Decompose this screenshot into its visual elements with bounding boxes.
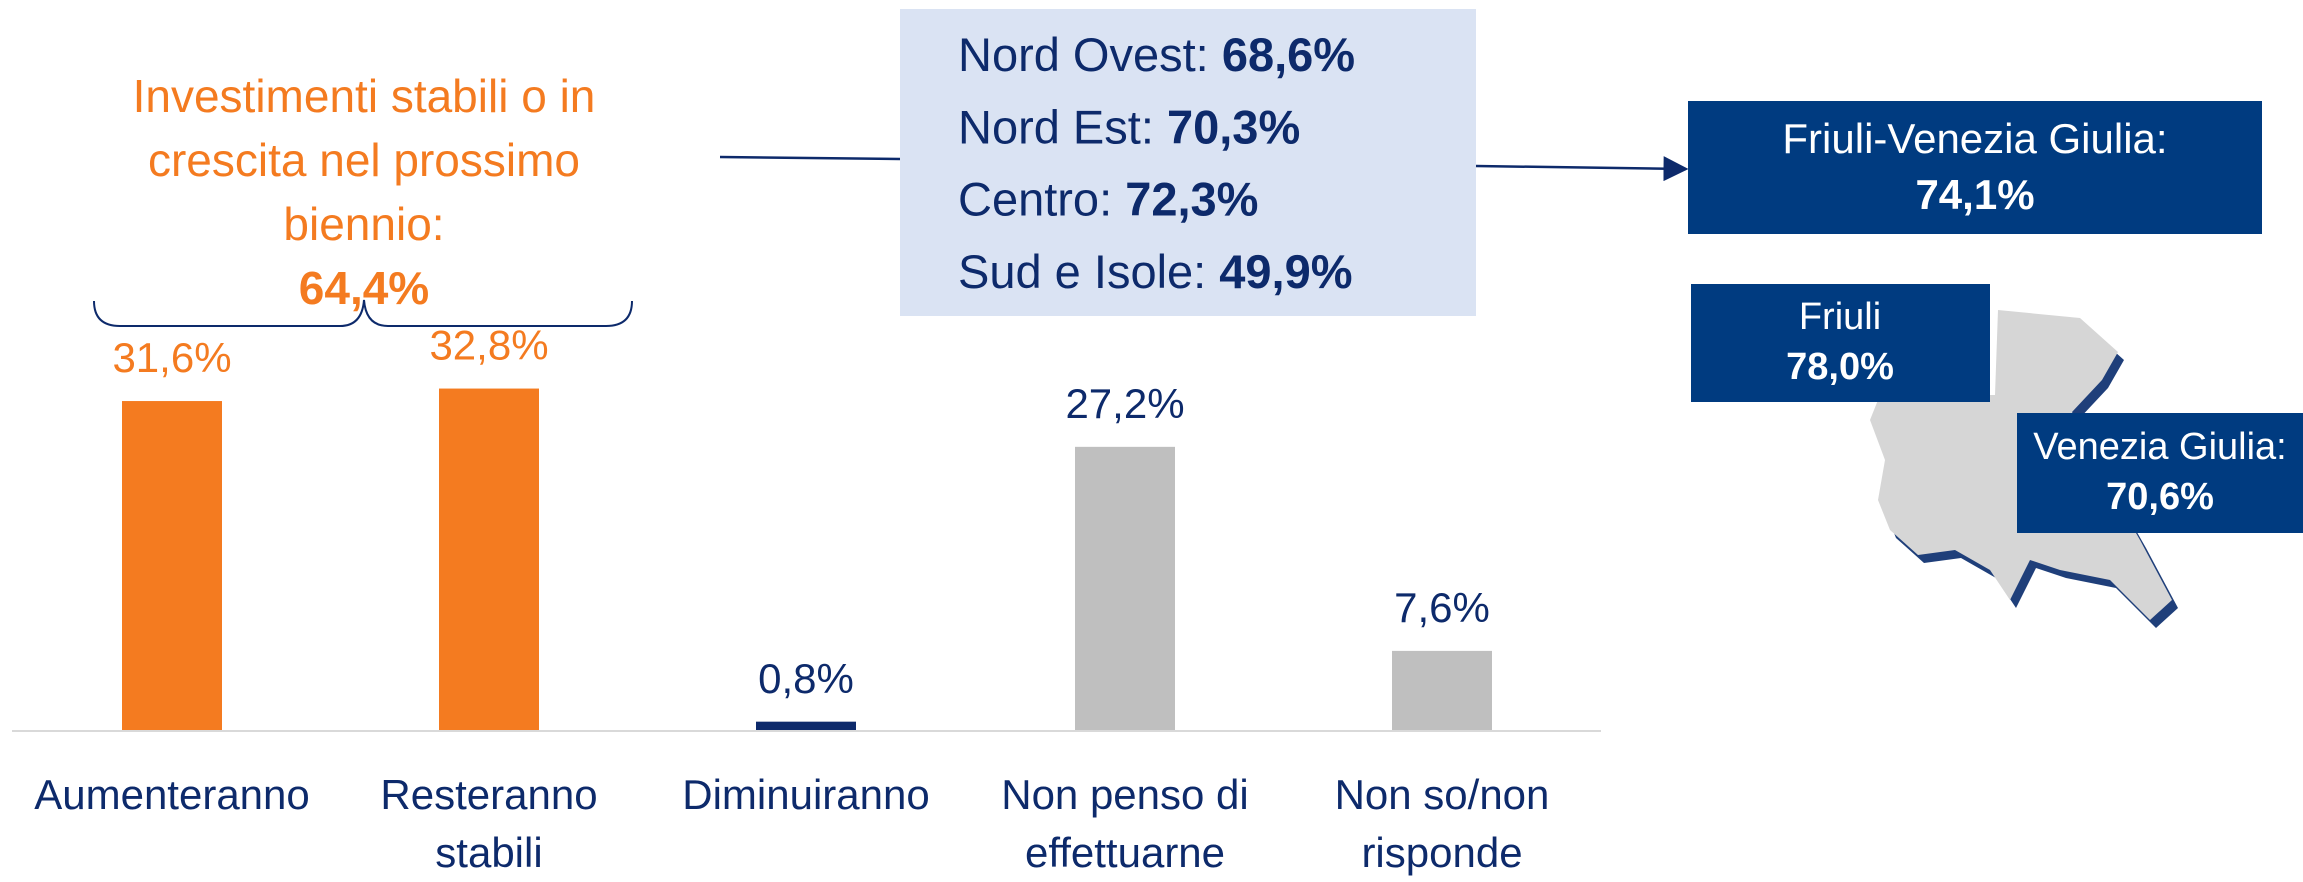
regions-box bbox=[900, 9, 1476, 316]
region-value: 68,6% bbox=[1222, 28, 1355, 81]
region-value: 49,9% bbox=[1219, 245, 1352, 298]
region: Nord Est: 70,3% bbox=[958, 101, 1300, 154]
friuli-name: Friuli bbox=[1799, 296, 1881, 338]
fvg-name: Friuli-Venezia Giulia: bbox=[1782, 115, 2167, 162]
x-tick-label: Aumenteranno bbox=[34, 771, 310, 818]
x-tick-label: Non so/non risponde bbox=[1334, 771, 1550, 876]
annotation-text: Investimenti stabili o in crescita nel p… bbox=[132, 70, 596, 250]
connector bbox=[719, 155, 901, 161]
friuli-value: 78,0% bbox=[1786, 346, 1894, 388]
region-name: Nord Ovest: bbox=[958, 28, 1209, 81]
region: Centro: 72,3% bbox=[958, 173, 1258, 226]
value-label: 27,2% bbox=[1065, 380, 1184, 427]
fvg-box bbox=[1688, 101, 2262, 234]
fvg-value: 74,1% bbox=[1915, 171, 2034, 218]
venezia_giulia-value: 70,6% bbox=[2106, 476, 2214, 518]
region: Nord Ovest: 68,6% bbox=[958, 28, 1355, 81]
region-name: Sud e Isole: bbox=[958, 245, 1206, 298]
region-value: 72,3% bbox=[1125, 173, 1258, 226]
x-tick-label: Diminuiranno bbox=[682, 771, 930, 818]
annotation: Investimenti stabili o in crescita nel p… bbox=[14, 64, 714, 320]
region: Sud e Isole: 49,9% bbox=[958, 245, 1353, 298]
annotation-value: 64,4% bbox=[298, 262, 430, 314]
bar bbox=[122, 401, 222, 730]
arrow bbox=[1475, 156, 1689, 182]
region-name: Centro: bbox=[958, 173, 1112, 226]
value-label: 0,8% bbox=[758, 655, 854, 702]
venezia_giulia-name: Venezia Giulia: bbox=[2033, 426, 2287, 468]
value-label: 32,8% bbox=[429, 322, 548, 369]
value-label: 7,6% bbox=[1394, 584, 1490, 631]
friuli-box bbox=[1691, 284, 1990, 402]
x-tick-label: Resteranno stabili bbox=[380, 771, 598, 876]
bracket bbox=[93, 299, 633, 327]
bar bbox=[1392, 650, 1492, 730]
region-name: Nord Est: bbox=[958, 101, 1154, 154]
bar bbox=[1075, 446, 1175, 730]
region-value: 70,3% bbox=[1167, 101, 1300, 154]
bar bbox=[756, 721, 856, 730]
bar bbox=[439, 388, 539, 730]
x-tick-label: Non penso di effettuarne bbox=[1001, 771, 1249, 876]
vg-box bbox=[2017, 413, 2303, 533]
value-label: 31,6% bbox=[112, 334, 231, 381]
